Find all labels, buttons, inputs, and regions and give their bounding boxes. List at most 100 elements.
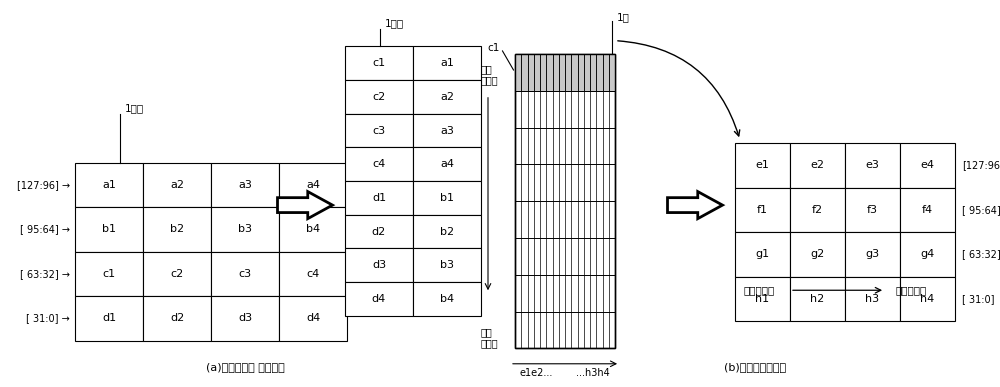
Text: [ 63:32] →: [ 63:32] → — [20, 269, 70, 279]
Bar — [345, 147, 413, 181]
Text: d3: d3 — [372, 260, 386, 270]
Bar — [345, 248, 413, 282]
Bar — [845, 232, 900, 277]
Bar — [279, 296, 347, 341]
Bar — [900, 277, 955, 321]
Bar — [790, 232, 845, 277]
Text: h3: h3 — [865, 294, 880, 304]
Text: b3: b3 — [238, 224, 252, 234]
Bar — [900, 188, 955, 232]
Text: a3: a3 — [238, 180, 252, 190]
Text: b2: b2 — [440, 227, 454, 236]
Bar — [279, 252, 347, 296]
Text: c3: c3 — [238, 269, 252, 279]
Text: f2: f2 — [812, 205, 823, 215]
Text: d1: d1 — [372, 193, 386, 203]
Text: [ 95:64]: [ 95:64] — [962, 205, 1000, 215]
Bar — [515, 54, 615, 91]
Text: 最高
有效位: 最高 有效位 — [480, 64, 498, 86]
Text: g3: g3 — [865, 250, 880, 259]
Bar — [211, 296, 279, 341]
Text: h4: h4 — [920, 294, 935, 304]
Bar — [845, 277, 900, 321]
Bar — [735, 277, 790, 321]
Text: (a)中间值矩阵 重组操作: (a)中间值矩阵 重组操作 — [206, 361, 284, 372]
Bar — [345, 114, 413, 147]
Bar — [345, 46, 413, 80]
Text: b3: b3 — [440, 260, 454, 270]
Text: e1e2...: e1e2... — [520, 368, 553, 378]
Bar — [143, 296, 211, 341]
Bar — [790, 143, 845, 188]
Bar — [75, 207, 143, 252]
Bar — [75, 163, 143, 207]
Text: [127:96] →: [127:96] → — [17, 180, 70, 190]
Bar — [413, 181, 481, 215]
Bar — [345, 80, 413, 114]
Text: d4: d4 — [306, 313, 320, 323]
Text: b1: b1 — [440, 193, 454, 203]
Text: b4: b4 — [440, 294, 454, 304]
Text: f3: f3 — [867, 205, 878, 215]
Text: c1: c1 — [488, 43, 500, 53]
Text: a1: a1 — [102, 180, 116, 190]
Bar — [211, 207, 279, 252]
Bar — [515, 54, 615, 348]
Bar — [900, 143, 955, 188]
Bar — [735, 143, 790, 188]
Bar — [345, 215, 413, 248]
Text: e3: e3 — [866, 161, 879, 170]
Bar — [345, 181, 413, 215]
Text: [ 31:0] →: [ 31:0] → — [26, 313, 70, 323]
Text: d4: d4 — [372, 294, 386, 304]
Bar — [735, 232, 790, 277]
Text: a4: a4 — [440, 159, 454, 169]
Bar — [413, 80, 481, 114]
Text: c2: c2 — [372, 92, 386, 102]
Text: c3: c3 — [372, 126, 386, 135]
Bar — [735, 188, 790, 232]
Text: 1字节: 1字节 — [125, 103, 144, 113]
Text: a2: a2 — [440, 92, 454, 102]
Text: h1: h1 — [755, 294, 770, 304]
Text: 最低
有效位: 最低 有效位 — [480, 327, 498, 349]
Text: c4: c4 — [306, 269, 320, 279]
Text: [ 31:0]: [ 31:0] — [962, 294, 994, 304]
Bar — [790, 277, 845, 321]
Bar — [279, 163, 347, 207]
Bar — [845, 143, 900, 188]
Bar — [413, 282, 481, 316]
Text: d2: d2 — [372, 227, 386, 236]
Text: d1: d1 — [102, 313, 116, 323]
Text: b2: b2 — [170, 224, 184, 234]
Bar — [143, 163, 211, 207]
Text: d2: d2 — [170, 313, 184, 323]
Text: a4: a4 — [306, 180, 320, 190]
Text: 最低有效位: 最低有效位 — [895, 285, 926, 295]
Text: 1位: 1位 — [617, 12, 630, 22]
Text: e2: e2 — [810, 161, 824, 170]
Bar — [75, 252, 143, 296]
Bar — [75, 296, 143, 341]
Bar — [845, 188, 900, 232]
Text: c1: c1 — [102, 269, 116, 279]
Text: [ 63:32]: [ 63:32] — [962, 250, 1000, 259]
Bar — [345, 282, 413, 316]
Bar — [143, 252, 211, 296]
Text: e4: e4 — [920, 161, 934, 170]
Text: a2: a2 — [170, 180, 184, 190]
Text: b4: b4 — [306, 224, 320, 234]
Bar — [211, 163, 279, 207]
Bar — [413, 215, 481, 248]
Text: [ 95:64] →: [ 95:64] → — [20, 224, 70, 234]
Bar — [900, 232, 955, 277]
Bar — [413, 147, 481, 181]
Text: g4: g4 — [920, 250, 935, 259]
Bar — [211, 252, 279, 296]
Polygon shape — [277, 192, 332, 219]
Text: d3: d3 — [238, 313, 252, 323]
Bar — [279, 207, 347, 252]
Polygon shape — [668, 192, 722, 219]
Text: a1: a1 — [440, 58, 454, 68]
Bar — [413, 46, 481, 80]
